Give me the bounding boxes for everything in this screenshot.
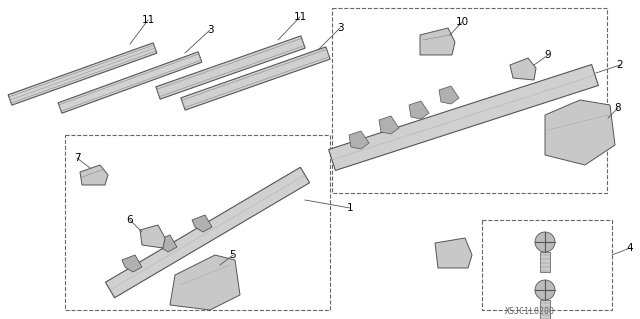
Polygon shape <box>545 100 615 165</box>
Text: XSJC1L0200: XSJC1L0200 <box>505 308 555 316</box>
Polygon shape <box>156 36 305 99</box>
Text: 7: 7 <box>74 153 80 163</box>
Text: 3: 3 <box>337 23 343 33</box>
Bar <box>482 220 612 310</box>
Circle shape <box>535 280 555 300</box>
Text: 11: 11 <box>293 12 307 22</box>
Text: 4: 4 <box>627 243 634 253</box>
Polygon shape <box>106 167 310 298</box>
Polygon shape <box>8 43 157 105</box>
Polygon shape <box>328 64 598 170</box>
Bar <box>65 135 330 310</box>
Polygon shape <box>58 52 202 113</box>
Text: 1: 1 <box>347 203 353 213</box>
Polygon shape <box>181 47 330 110</box>
Polygon shape <box>192 215 212 232</box>
Polygon shape <box>170 255 240 310</box>
Bar <box>540 252 550 272</box>
Polygon shape <box>379 116 399 134</box>
Polygon shape <box>80 165 108 185</box>
Polygon shape <box>439 86 459 104</box>
Text: 5: 5 <box>230 250 236 260</box>
Text: 2: 2 <box>617 60 623 70</box>
Polygon shape <box>122 255 142 272</box>
Bar <box>540 300 550 319</box>
Bar <box>332 8 607 193</box>
Polygon shape <box>157 235 177 252</box>
Text: 11: 11 <box>141 15 155 25</box>
Polygon shape <box>510 58 536 80</box>
Text: 10: 10 <box>456 17 468 27</box>
Polygon shape <box>435 238 472 268</box>
Text: 8: 8 <box>614 103 621 113</box>
Text: 3: 3 <box>207 25 213 35</box>
Polygon shape <box>140 225 165 248</box>
Polygon shape <box>420 28 455 55</box>
Text: 9: 9 <box>545 50 551 60</box>
Text: 6: 6 <box>127 215 133 225</box>
Polygon shape <box>409 101 429 119</box>
Circle shape <box>535 232 555 252</box>
Polygon shape <box>349 131 369 149</box>
